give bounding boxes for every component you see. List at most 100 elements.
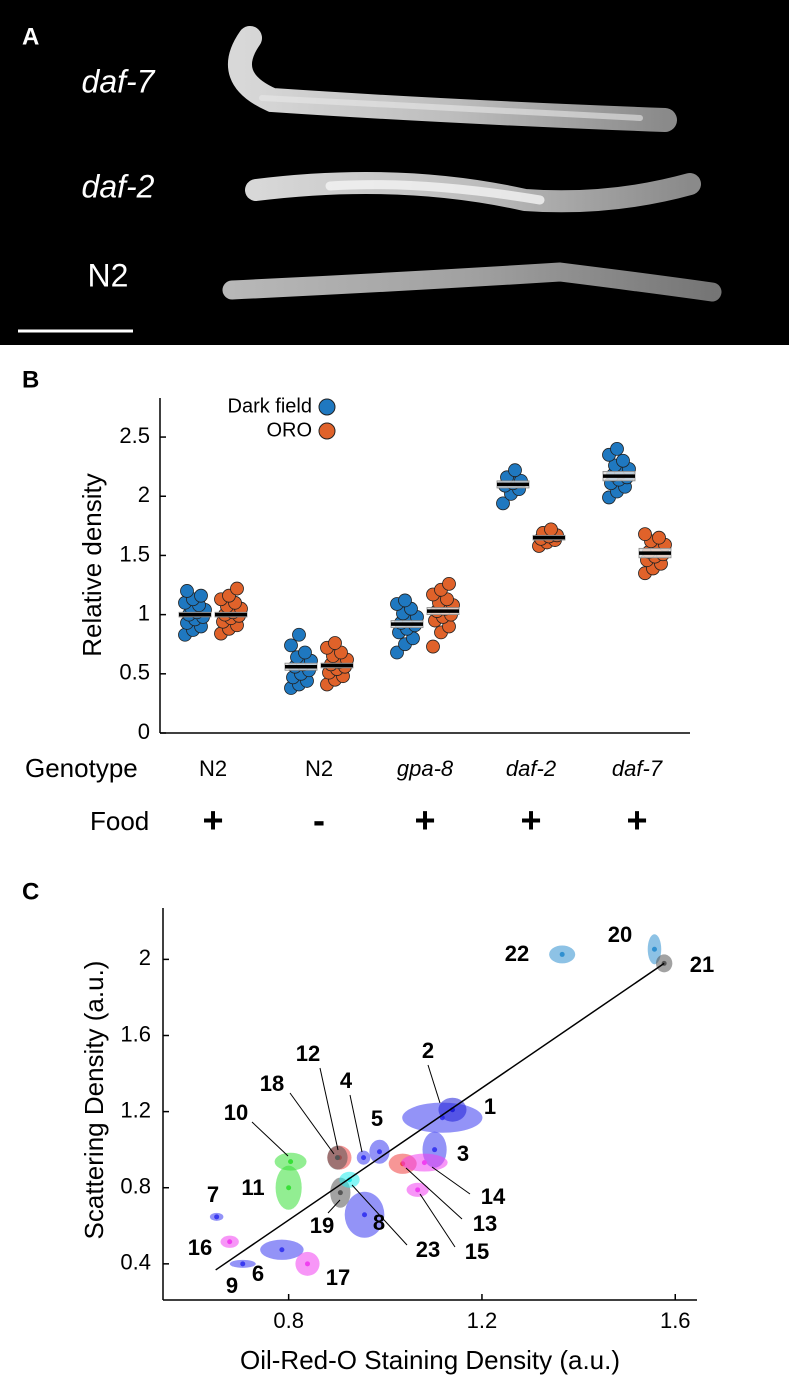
point-label: 12: [296, 1041, 320, 1066]
point-label: 10: [224, 1100, 248, 1125]
point-label: 23: [416, 1237, 440, 1262]
data-point: [284, 638, 298, 653]
category-label: N2: [199, 756, 227, 781]
data-point: [240, 1261, 246, 1267]
data-point: [638, 527, 652, 542]
point-label: 20: [608, 922, 632, 947]
data-point: [616, 453, 630, 468]
data-point: [651, 946, 657, 952]
data-point: [652, 530, 666, 545]
y-tick-label: 1.6: [120, 1021, 151, 1046]
data-point: [442, 576, 456, 591]
data-point: [279, 1247, 285, 1253]
point-label: 15: [465, 1239, 489, 1264]
data-point: [227, 1239, 233, 1245]
y-tick-label: 2.5: [119, 423, 150, 448]
data-point: [230, 581, 244, 596]
data-point: [432, 1147, 438, 1153]
point-label: 6: [252, 1261, 264, 1286]
y-axis-label: Scattering Density (a.u.): [79, 961, 109, 1240]
leader-line: [319, 1067, 339, 1151]
x-tick-label: 1.6: [660, 1308, 691, 1333]
data-point: [334, 1155, 340, 1161]
food-label: -: [313, 800, 325, 841]
x-tick-label: 1.2: [467, 1308, 498, 1333]
data-point: [610, 442, 624, 456]
y-tick-label: 1.5: [119, 541, 150, 566]
legend-marker: [318, 398, 336, 416]
x-axis-label: Oil-Red-O Staining Density (a.u.): [240, 1345, 620, 1375]
point-label: 11: [241, 1175, 264, 1200]
data-point: [390, 645, 404, 660]
leader-line: [251, 1121, 289, 1157]
data-point: [376, 1149, 382, 1155]
category-label: gpa-8: [397, 756, 454, 781]
worms: [222, 26, 722, 302]
panel-label: A: [22, 23, 39, 50]
x-tick-label: 0.8: [273, 1308, 304, 1333]
leader-line: [351, 1184, 408, 1246]
food-label: +: [202, 800, 223, 841]
strain-label: daf-7: [82, 63, 156, 99]
leader-line: [349, 1094, 363, 1153]
point-label: 8: [373, 1210, 385, 1235]
y-tick-label: 0: [138, 719, 150, 744]
point-label: 7: [207, 1182, 219, 1207]
data-point: [337, 1190, 343, 1196]
point-label: 16: [188, 1235, 212, 1260]
data-point: [286, 1185, 292, 1191]
data-point: [298, 645, 312, 660]
point-label: 21: [690, 952, 714, 977]
point-label: 18: [260, 1071, 284, 1096]
data-point: [304, 1261, 310, 1267]
data-point: [180, 584, 194, 598]
point-label: 3: [457, 1141, 469, 1166]
food-label: +: [520, 800, 541, 841]
data-point: [214, 1214, 220, 1220]
legend-label: Dark field: [228, 395, 312, 417]
data-point: [421, 1160, 427, 1166]
data-point: [508, 463, 522, 478]
row-label: Food: [90, 806, 149, 836]
data-point: [559, 951, 565, 957]
y-tick-label: 0.8: [120, 1174, 151, 1199]
category-label: N2: [305, 756, 333, 781]
y-tick-label: 2: [138, 482, 150, 507]
leader-line: [405, 1167, 463, 1220]
leader-line: [427, 1064, 441, 1104]
data-point: [361, 1155, 367, 1161]
food-label: +: [414, 800, 435, 841]
y-tick-label: 1.2: [120, 1097, 151, 1122]
y-tick-label: 2: [139, 945, 151, 970]
y-tick-label: 1: [138, 600, 150, 625]
data-point: [544, 522, 558, 537]
data-point: [328, 636, 342, 650]
point-label: 17: [326, 1265, 350, 1290]
point-label: 22: [505, 941, 529, 966]
category-label: daf-7: [612, 756, 663, 781]
strain-label: N2: [88, 257, 129, 293]
data-point: [292, 627, 306, 642]
data-point: [496, 496, 510, 511]
y-axis-label: Relative density: [77, 473, 107, 657]
panel-label: C: [22, 878, 39, 905]
leader-line: [327, 1199, 341, 1214]
point-label: 14: [481, 1184, 506, 1209]
data-point: [362, 1212, 368, 1218]
legend-label: ORO: [266, 419, 312, 441]
data-point: [398, 593, 412, 608]
data-point: [415, 1187, 421, 1193]
data-point: [426, 639, 440, 654]
point-label: 5: [371, 1106, 383, 1131]
leader-line: [419, 1193, 456, 1248]
point-label: 4: [340, 1068, 353, 1093]
point-label: 9: [226, 1273, 238, 1298]
y-tick-label: 0.4: [120, 1250, 151, 1275]
y-tick-label: 0.5: [119, 660, 150, 685]
legend-marker: [318, 422, 336, 440]
point-label: 13: [473, 1211, 497, 1236]
data-point: [194, 588, 208, 603]
strain-label: daf-2: [82, 168, 155, 204]
